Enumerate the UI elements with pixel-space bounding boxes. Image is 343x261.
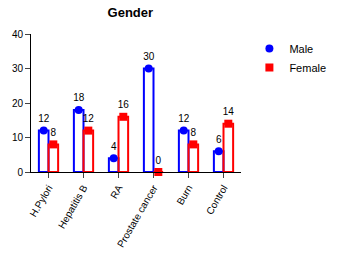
svg-text:4: 4 xyxy=(111,141,117,152)
svg-text:8: 8 xyxy=(51,127,57,138)
svg-text:0: 0 xyxy=(156,155,162,166)
svg-text:H.Pylori: H.Pylori xyxy=(28,183,55,219)
svg-text:Hepatitis B: Hepatitis B xyxy=(56,183,90,231)
svg-text:Gender: Gender xyxy=(108,5,154,20)
svg-text:6: 6 xyxy=(216,134,222,145)
svg-text:Prostate cancer: Prostate cancer xyxy=(115,182,160,249)
svg-text:16: 16 xyxy=(118,99,130,110)
svg-text:30: 30 xyxy=(12,63,24,74)
svg-text:12: 12 xyxy=(38,113,50,124)
svg-text:10: 10 xyxy=(12,132,24,143)
svg-text:14: 14 xyxy=(223,106,235,117)
svg-text:8: 8 xyxy=(191,127,197,138)
svg-text:Control: Control xyxy=(204,183,230,216)
svg-text:18: 18 xyxy=(73,92,85,103)
svg-text:12: 12 xyxy=(83,113,95,124)
svg-text:40: 40 xyxy=(12,29,24,40)
svg-text:30: 30 xyxy=(143,51,155,62)
svg-text:Burn: Burn xyxy=(174,183,194,207)
svg-text:0: 0 xyxy=(17,167,23,178)
svg-text:12: 12 xyxy=(178,113,190,124)
svg-text:20: 20 xyxy=(12,98,24,109)
svg-text:RA: RA xyxy=(108,183,125,201)
svg-text:Male: Male xyxy=(289,43,313,55)
svg-text:Female: Female xyxy=(289,62,326,74)
